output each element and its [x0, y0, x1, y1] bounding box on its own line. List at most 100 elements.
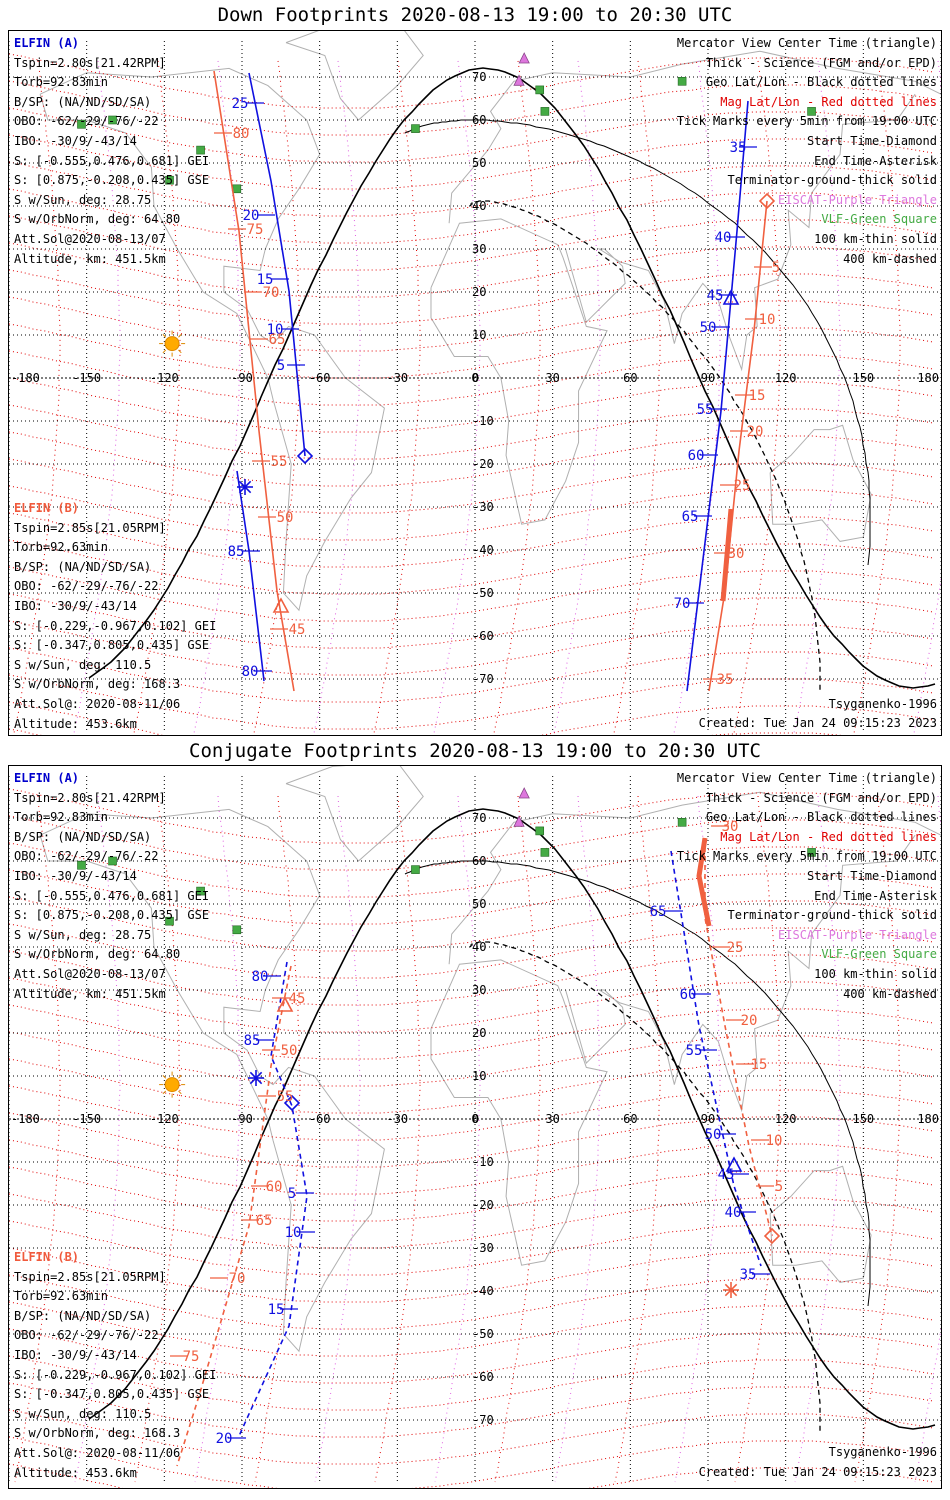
#1010e0-tick-label-1: 40 [715, 230, 732, 246]
#f06040-tick-label-4: 65 [256, 1213, 273, 1229]
conjugate-legend-item-6: End Time-Asterisk [814, 888, 937, 903]
down-vlf-square-4 [535, 85, 545, 95]
#f06040-tick-label-2: 15 [749, 388, 766, 404]
conjugate-mag-lon-line-8 [494, 795, 541, 1483]
conjugate-vlf-square-5 [540, 848, 550, 857]
conjugate-lon-label-8: 60 [623, 1112, 637, 1126]
conjugate-legend: Mercator View Center Time (triangle) Thic… [677, 769, 937, 1004]
down-elfin-b-lines: Tspin=2.85s[21.05RPM] Torb=92.63min B/SP: … [14, 519, 216, 735]
#f06040-tick-label-1: 50 [281, 1043, 298, 1059]
conjugate-mag-lon-line-0 [14, 795, 61, 1483]
conjugate-sun-ray-1 [178, 1090, 182, 1095]
#f06040-tick-label-0: 5 [772, 260, 780, 276]
down-legend-item-9: VLF-Green Square [821, 212, 937, 227]
down-lat-label-10: -30 [472, 500, 494, 514]
conjugate-mag-lat-line-9 [9, 1031, 934, 1087]
down-lat-label-2: 50 [472, 156, 486, 170]
down-elfin-a-center-triangle [722, 289, 740, 305]
#f06040-tick-label-3: 65 [269, 332, 286, 348]
conjugate-elfin-a-center-triangle [725, 1156, 743, 1172]
conjugate-lon-label-1: -150 [72, 1112, 101, 1126]
#f06040-tick-label-0: 30 [722, 819, 739, 835]
down-coastline-0 [39, 67, 385, 612]
down-coastline-2 [430, 218, 608, 525]
#1010e0-tick-label-4: 15 [268, 1302, 285, 1318]
down-lon-label-12: 180 [917, 371, 939, 385]
down-terminator-line [88, 67, 936, 689]
conjugate-elfin-b-end-asterisk-stroke-3 [724, 1283, 738, 1297]
conjugate-vlf-square-1 [196, 886, 205, 896]
conjugate-lon-label-9: 90 [701, 1112, 715, 1126]
#f06040-tick-label-3: 60 [266, 1179, 283, 1195]
conjugate-footprints-map: -180 -150 -120 -90 -60 -30 0 30 60 90 120 150 180 70 6… [9, 766, 941, 1488]
down-lon-label-6: 0 [471, 371, 478, 385]
conjugate-mag-lon-line-1 [74, 795, 121, 1483]
down-elfin-b-center-triangle [272, 597, 290, 613]
down-lat-label-12: -50 [472, 586, 494, 600]
down-elfin-a-start-diamond [296, 447, 314, 465]
conjugate-mag-lat-line-13 [9, 1139, 934, 1195]
down-elfin-a-header: ELFIN (A) [14, 36, 80, 50]
conjugate-legend-item-0: Mercator View Center Time (triangle) [676, 771, 937, 785]
conjugate-vlf-square-6 [77, 861, 86, 870]
conjugate-elfin-a-line-10: Altitude, km: 451.5km [14, 986, 166, 1001]
conjugate-mag-lon-line-5 [314, 795, 361, 1483]
conjugate-vlf-square-9 [411, 865, 420, 874]
conjugate-coastline-5 [285, 766, 424, 862]
conjugate-lat-label-0: 70 [472, 811, 486, 825]
down-legend-item-6: End Time-Asterisk [814, 153, 937, 168]
#1010e0-tick-label-2: 15 [257, 272, 274, 288]
#1010e0-tick-label-5: 40 [725, 1205, 742, 1221]
conjugate-terminator-line [88, 808, 936, 1430]
down-elfin-a-info: ELFIN (A) Tspin=2.80s[21.42RPM] Torb=92.8… [14, 34, 209, 269]
down-coastline-4 [769, 424, 872, 542]
down-mag-lon-line-5 [313, 60, 361, 734]
#f06040-tick-label-5: 70 [229, 1271, 246, 1287]
down-panel-title: Down Footprints 2020-08-13 19:00 to 20:3… [217, 4, 733, 26]
conjugate-legend-item-7: Terminator-ground-thick solid [727, 908, 937, 923]
conjugate-lat-label-12: -50 [472, 1327, 494, 1341]
conjugate-mag-lon-line-4 [254, 795, 301, 1483]
#f06040-tick-label-2: 70 [263, 285, 280, 301]
conjugate-lon-label-5: -30 [386, 1112, 408, 1126]
conjugate-elfin-b-info: ELFIN (B) Tspin=2.85s[21.05RPM] Torb=92.6… [14, 1248, 216, 1483]
down-coastline-5 [285, 31, 424, 121]
conjugate-elfin-b-center-triangle [276, 996, 294, 1012]
#f06040-tick-label-4: 25 [734, 478, 751, 494]
down-elfin-b-line-9: Att.Sol@: 2020-08-11/06 [14, 696, 181, 711]
#f06040-tick-label-3: 20 [747, 424, 764, 440]
down-lat-label-8: -10 [472, 414, 494, 428]
conjugate-lat-label-10: -30 [472, 1241, 494, 1255]
conjugate-vlf-square-2 [165, 916, 174, 926]
down-elfin-a-line-9: Att.Sol@2020-08-13/07 [14, 231, 166, 246]
down-elfin-b-line-5: S: [-0.229,-0.967,0.102] GEI [14, 618, 217, 633]
down-lon-label-4: -60 [309, 371, 331, 385]
down-elfin-a-line-10: Altitude, km: 451.5km [14, 251, 166, 266]
conjugate-vlf-square-0 [108, 856, 117, 866]
#f06040-tick-label-0: 80 [233, 126, 250, 142]
down-lat-label-4: 30 [472, 242, 486, 256]
down-legend: Mercator View Center Time (triangle) Thic… [677, 34, 937, 269]
down-vlf-square-7 [677, 76, 687, 86]
down-legend-item-4: Tick Marks every 5min from 19:00 UTC [676, 114, 937, 129]
conjugate-100km-line [404, 860, 871, 1307]
down-400km-line [469, 200, 821, 690]
down-lon-label-8: 60 [623, 371, 637, 385]
down-elfin-a-end-asterisk [237, 479, 253, 495]
#1010e0-tick-label-0: 25 [232, 96, 249, 112]
#1010e0-tick-label-3: 10 [267, 322, 284, 338]
conjugate-elfin-a-lines: Tspin=2.80s[21.42RPM] Torb=92.83min B/SP: … [14, 789, 209, 1005]
conjugate-elfin-a-start-diamond [283, 1094, 301, 1112]
conjugate-elfin-a-line-5: S: [-0.555,0.476,0.681] GEI [14, 888, 210, 903]
down-sun-ray-7 [178, 334, 182, 338]
down-elfin-b-line-0: Tspin=2.85s[21.05RPM] [14, 520, 166, 535]
conjugate-elfin-b-end-asterisk [723, 1282, 739, 1298]
down-elfin-b-start-diamond [758, 192, 776, 210]
down-vlf-square-9 [411, 124, 420, 133]
down-mag-lat-line-8 [9, 269, 934, 325]
conjugate-mag-lon-line-12 [734, 795, 781, 1483]
down-lat-label-7: 0 [472, 371, 479, 385]
down-sun-ray-1 [178, 349, 182, 354]
down-footprints-map: -180 -150 -120 -90 -60 -30 0 30 60 90 120 150 180 70 6… [9, 31, 941, 735]
#f06040-tick-label-5: 50 [277, 510, 294, 526]
